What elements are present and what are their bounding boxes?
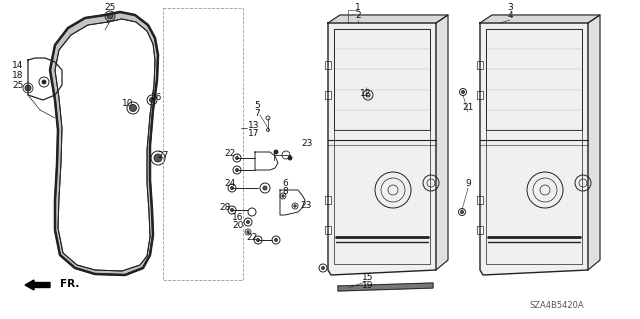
Circle shape xyxy=(154,154,162,162)
Text: 17: 17 xyxy=(248,130,259,138)
Text: 24: 24 xyxy=(225,179,236,188)
Circle shape xyxy=(230,187,234,189)
Text: 13: 13 xyxy=(248,122,259,130)
Text: 15: 15 xyxy=(362,272,374,281)
Polygon shape xyxy=(480,23,588,275)
Circle shape xyxy=(129,105,136,112)
Bar xyxy=(477,61,483,69)
Polygon shape xyxy=(338,283,433,291)
Text: 19: 19 xyxy=(362,280,374,290)
Text: 2: 2 xyxy=(355,11,361,19)
Text: 3: 3 xyxy=(507,3,513,11)
Circle shape xyxy=(461,211,463,213)
Circle shape xyxy=(230,209,234,211)
Text: 26: 26 xyxy=(150,93,162,101)
Text: 22: 22 xyxy=(246,233,258,241)
Circle shape xyxy=(150,98,154,102)
FancyArrow shape xyxy=(25,280,50,290)
Text: 23: 23 xyxy=(301,139,313,149)
Bar xyxy=(325,61,331,69)
Text: 27: 27 xyxy=(157,152,169,160)
Circle shape xyxy=(288,156,292,160)
Text: 6: 6 xyxy=(282,179,288,188)
Circle shape xyxy=(25,85,31,91)
Circle shape xyxy=(275,239,278,241)
Text: 25: 25 xyxy=(12,81,24,91)
Text: 12: 12 xyxy=(360,88,372,98)
Circle shape xyxy=(263,186,267,190)
Text: 22: 22 xyxy=(225,149,236,158)
Circle shape xyxy=(107,13,113,19)
Text: SZA4B5420A: SZA4B5420A xyxy=(530,300,584,309)
Circle shape xyxy=(282,195,284,197)
Text: FR.: FR. xyxy=(60,279,79,289)
Text: 16: 16 xyxy=(232,213,244,222)
Bar xyxy=(477,196,483,204)
Text: 20: 20 xyxy=(232,221,244,231)
Text: 4: 4 xyxy=(507,11,513,19)
Bar xyxy=(325,196,331,204)
Text: 18: 18 xyxy=(12,71,24,80)
Circle shape xyxy=(236,157,239,160)
Text: 7: 7 xyxy=(254,109,260,118)
Text: 14: 14 xyxy=(12,62,24,70)
Circle shape xyxy=(247,231,249,233)
Bar xyxy=(477,226,483,234)
Polygon shape xyxy=(480,15,600,23)
Text: 1: 1 xyxy=(355,3,361,11)
Circle shape xyxy=(257,239,259,241)
Bar xyxy=(325,91,331,99)
Text: 21: 21 xyxy=(462,103,474,113)
Polygon shape xyxy=(50,12,158,275)
Text: 25: 25 xyxy=(104,4,116,12)
Polygon shape xyxy=(588,15,600,270)
Polygon shape xyxy=(436,15,448,270)
Bar xyxy=(325,226,331,234)
Circle shape xyxy=(236,168,239,172)
Text: 28: 28 xyxy=(220,203,230,211)
Text: 10: 10 xyxy=(122,99,134,108)
Polygon shape xyxy=(328,15,448,23)
Circle shape xyxy=(461,91,465,93)
Bar xyxy=(477,91,483,99)
Text: 23: 23 xyxy=(300,201,312,210)
Text: 9: 9 xyxy=(465,179,471,188)
Circle shape xyxy=(42,80,46,84)
Circle shape xyxy=(274,150,278,154)
Circle shape xyxy=(246,220,250,224)
Circle shape xyxy=(294,205,296,207)
Polygon shape xyxy=(328,23,436,275)
Text: 5: 5 xyxy=(254,101,260,110)
Text: 8: 8 xyxy=(282,187,288,196)
Circle shape xyxy=(321,266,324,270)
